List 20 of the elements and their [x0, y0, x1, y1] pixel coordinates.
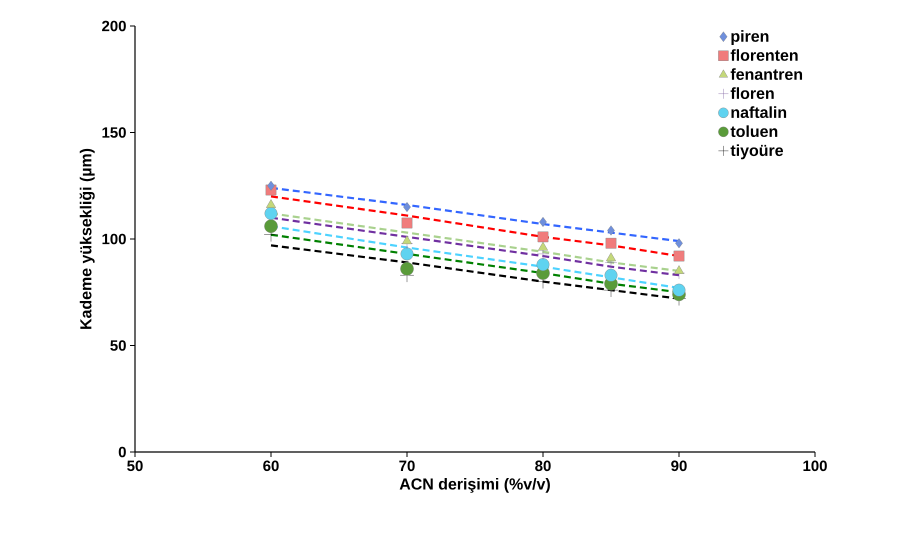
- legend-label: fenantren: [730, 68, 802, 80]
- x-tick-label: 100: [803, 460, 827, 472]
- x-axis-title: ACN derişimi (%v/v): [400, 478, 550, 493]
- y-tick-label: 200: [102, 20, 126, 32]
- legend-label: piren: [731, 30, 768, 46]
- y-tick-label: 50: [110, 340, 126, 351]
- y-tick-label: 100: [102, 234, 126, 244]
- legend-label: florenten: [730, 49, 798, 61]
- x-tick-label: 80: [535, 460, 551, 472]
- legend-label: floren: [730, 87, 774, 99]
- legend-label: toluen: [730, 125, 778, 138]
- x-tick-label: 60: [263, 460, 279, 472]
- y-axis-title: Kademe yüksekliği (µm): [80, 148, 95, 329]
- legend-label: tiyoüre: [730, 144, 783, 160]
- x-tick-label: 90: [671, 460, 687, 472]
- x-tick-label: 70: [399, 460, 415, 472]
- y-tick-label: 150: [102, 127, 126, 138]
- y-tick-label: 0: [118, 446, 126, 458]
- legend-label: naftalin: [731, 106, 786, 118]
- x-tick-label: 50: [127, 460, 143, 472]
